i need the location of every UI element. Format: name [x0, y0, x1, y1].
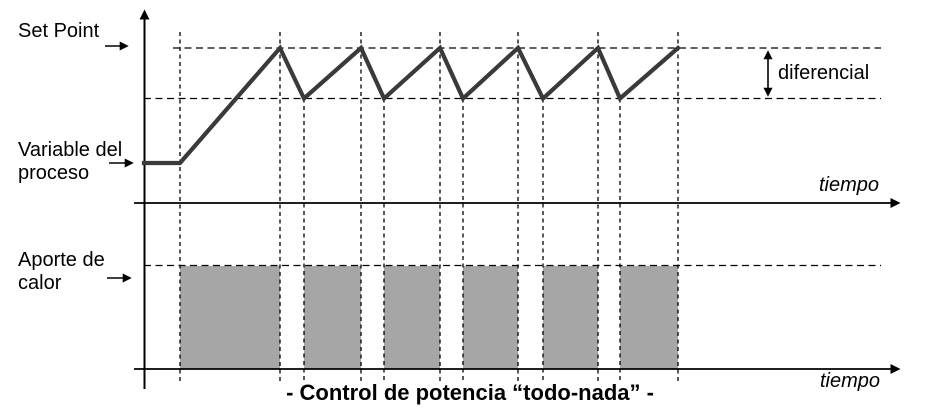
heat-on-bar — [620, 266, 678, 369]
set-point-label: Set Point — [18, 20, 100, 42]
heat-on-bar — [304, 266, 361, 369]
process-variable-curve — [141, 44, 681, 166]
heat-on-bar — [463, 266, 518, 369]
heat-on-bar — [543, 266, 598, 369]
heat-on-bar — [384, 266, 440, 369]
heat-on-bar — [180, 266, 280, 369]
time-label-lower: tiempo — [820, 370, 881, 392]
time-label-upper: tiempo — [819, 174, 880, 196]
diagram-caption: - Control de potencia “todo-nada” - — [286, 380, 654, 405]
heat-input-label: Aporte de calor — [18, 249, 105, 294]
differential-label: diferencial — [778, 62, 870, 84]
process-variable-label: Variable del proceso — [18, 139, 123, 184]
